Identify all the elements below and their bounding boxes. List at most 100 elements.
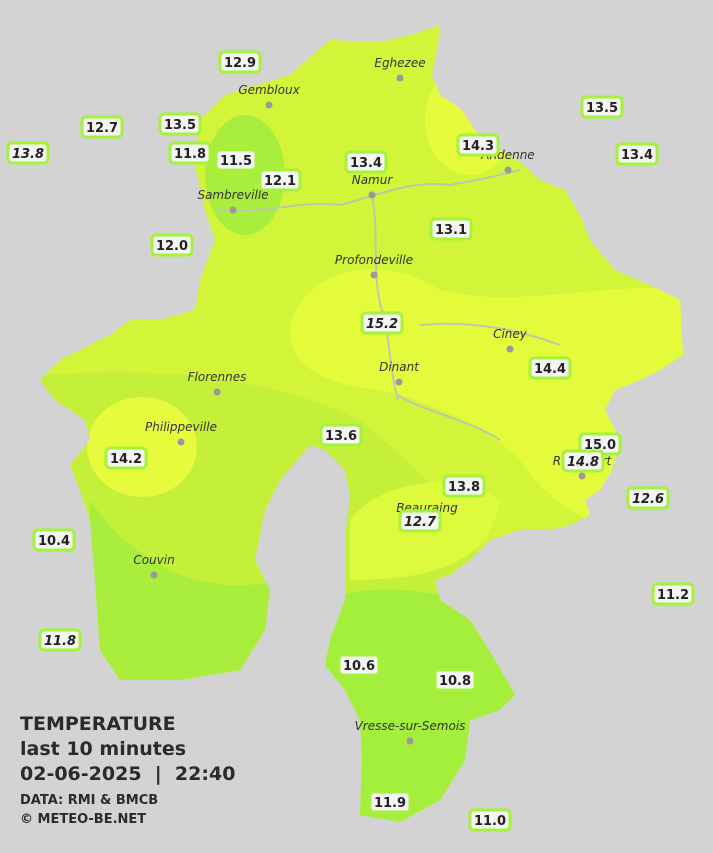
station-box: [168, 141, 212, 165]
station-box: [626, 486, 670, 510]
city-name: Namur: [352, 173, 394, 187]
station-box: [344, 150, 388, 174]
station-box: [442, 474, 486, 498]
station-value: 12.6: [632, 492, 664, 507]
station-box: [158, 112, 202, 136]
station-value: 14.2: [110, 452, 142, 467]
city-dot: [368, 191, 376, 199]
station: 14.4: [528, 356, 572, 380]
station-box: [528, 356, 572, 380]
station-value: 11.2: [657, 588, 689, 603]
cool-zone: [320, 589, 520, 822]
station-box: [80, 115, 124, 139]
station: 13.6: [319, 423, 363, 447]
source: DATA: RMI & BMCB: [20, 793, 158, 808]
station-value: 13.4: [621, 148, 653, 163]
city-dot: [506, 345, 514, 353]
city-dot: [578, 472, 586, 480]
station: 15.2: [360, 311, 404, 335]
station-box: [150, 233, 194, 257]
city-dot: [396, 74, 404, 82]
station-value: 11.8: [44, 634, 76, 649]
city-dot: [177, 438, 185, 446]
station: 13.4: [344, 150, 388, 174]
station-box: [456, 133, 500, 157]
station: 12.1: [258, 168, 302, 192]
station: 14.2: [104, 446, 148, 470]
station-value: 13.8: [448, 480, 480, 495]
station: 12.6: [626, 486, 670, 510]
station-value: 13.1: [435, 223, 467, 238]
station: 14.3: [456, 133, 500, 157]
station: 13.4: [615, 142, 659, 166]
station-value: 13.8: [12, 147, 44, 162]
station-box: [360, 311, 404, 335]
station-value: 10.8: [439, 674, 471, 689]
station-value: 13.4: [350, 156, 382, 171]
station: 12.9: [218, 50, 262, 74]
city-dot: [406, 737, 414, 745]
station-value: 13.6: [325, 429, 357, 444]
stations: 12.9 12.7 13.5 13.8 11.8 11.5 12.1 13.4 14.3 13.5…: [6, 50, 695, 832]
station-value: 12.9: [224, 56, 256, 71]
city-dot: [370, 271, 378, 279]
station-box: [429, 217, 473, 241]
map-subtitle: last 10 minutes: [20, 738, 186, 760]
station-value: 15.0: [584, 438, 616, 453]
station: 13.8: [442, 474, 486, 498]
station-value: 15.2: [366, 317, 398, 332]
station-value: 14.3: [462, 139, 494, 154]
city-dot: [504, 166, 512, 174]
station-value: 10.6: [343, 659, 375, 674]
station: 10.4: [32, 528, 76, 552]
city-dot: [150, 571, 158, 579]
station: 12.0: [150, 233, 194, 257]
city-dot: [213, 388, 221, 396]
station: 14.8: [561, 449, 605, 473]
station-box: [561, 449, 605, 473]
station: 12.7: [398, 509, 442, 533]
station-value: 14.8: [567, 455, 599, 470]
station: 11.5: [214, 148, 258, 172]
station: 11.0: [468, 808, 512, 832]
city-name: Florennes: [188, 370, 247, 384]
cool-zone: [80, 500, 280, 700]
station-box: [38, 628, 82, 652]
station: 10.8: [433, 668, 477, 692]
station-box: [368, 790, 412, 814]
station-value: 11.0: [474, 814, 506, 829]
station-box: [104, 446, 148, 470]
station-value: 13.5: [586, 101, 618, 116]
station: 11.8: [38, 628, 82, 652]
credit: © METEO-BE.NET: [20, 812, 146, 827]
station-value: 11.5: [220, 154, 252, 169]
city-dot: [229, 206, 237, 214]
station: 12.7: [80, 115, 124, 139]
city-name: Profondeville: [335, 253, 413, 267]
cool-zone: [205, 115, 285, 235]
city-name: Gembloux: [238, 83, 300, 97]
station: 11.9: [368, 790, 412, 814]
station-value: 12.7: [404, 515, 437, 530]
station: 11.8: [168, 141, 212, 165]
station-box: [218, 50, 262, 74]
station-box: [214, 148, 258, 172]
map-title: TEMPERATURE: [20, 713, 176, 735]
station-box: [319, 423, 363, 447]
city-dot: [395, 378, 403, 386]
station-box: [6, 141, 50, 165]
station-box: [651, 582, 695, 606]
station-box: [32, 528, 76, 552]
station: 13.5: [158, 112, 202, 136]
city-name: Vresse-sur-Semois: [355, 719, 466, 733]
city-name: Ciney: [493, 327, 528, 341]
station-box: [433, 668, 477, 692]
station-value: 11.8: [174, 147, 206, 162]
station-value: 13.5: [164, 118, 196, 133]
station-box: [398, 509, 442, 533]
station-value: 11.9: [374, 796, 406, 811]
city-name: Philippeville: [145, 420, 217, 434]
station-value: 14.4: [534, 362, 566, 377]
station: 10.6: [337, 653, 381, 677]
